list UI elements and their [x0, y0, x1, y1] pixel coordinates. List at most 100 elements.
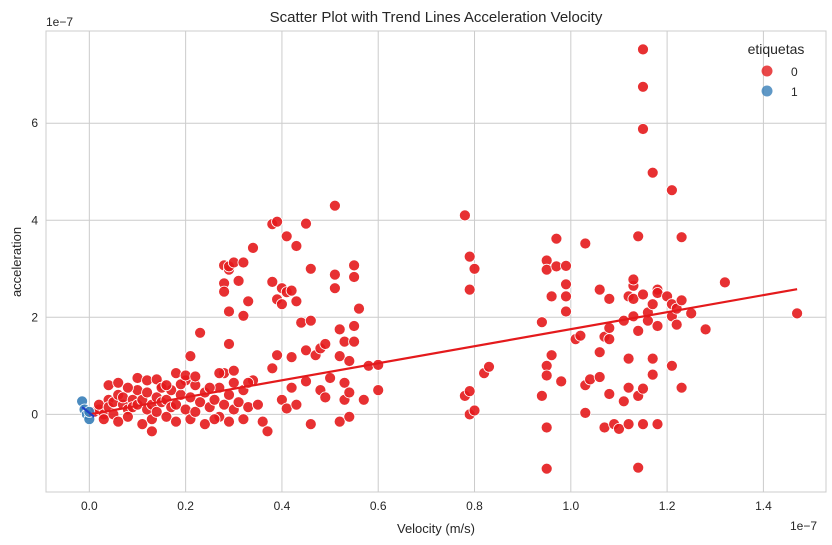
point-series-0: [560, 290, 572, 303]
point-series-0: [237, 413, 250, 426]
point-series-0: [290, 398, 303, 411]
point-series-0: [627, 310, 640, 323]
point-series-0: [160, 410, 173, 423]
x-tick-label: 1.4: [755, 499, 772, 513]
chart-title: Scatter Plot with Trend Lines Accelerati…: [270, 9, 603, 26]
point-series-0: [208, 393, 221, 406]
y-tick-label: 2: [31, 310, 38, 324]
point-series-0: [536, 316, 548, 329]
point-series-0: [468, 262, 481, 275]
point-series-0: [131, 384, 144, 397]
point-series-0: [637, 382, 649, 395]
point-series-0: [136, 418, 149, 431]
point-series-0: [632, 324, 645, 337]
point-series-0: [545, 349, 558, 362]
point-series-0: [179, 369, 192, 382]
x-tick-label: 0.6: [370, 499, 387, 513]
legend-label-0: 0: [791, 65, 798, 79]
x-tick-label: 1.2: [659, 499, 676, 513]
point-series-0: [560, 278, 572, 291]
point-series-0: [247, 241, 259, 254]
point-series-0: [613, 422, 625, 435]
point-series-0: [670, 318, 683, 331]
point-series-0: [617, 395, 630, 408]
y-tick-label: 0: [31, 407, 38, 421]
point-series-0: [266, 275, 279, 288]
point-series-0: [319, 338, 332, 350]
point-series-0: [550, 232, 563, 245]
point-series-0: [242, 295, 255, 308]
point-series-0: [483, 360, 495, 373]
x-tick-label: 0.2: [177, 499, 194, 513]
legend: etiquetas 0 1: [748, 41, 805, 99]
point-series-0: [627, 292, 640, 305]
point-series-0: [646, 368, 659, 381]
point-series-0: [319, 391, 332, 404]
point-series-0: [348, 335, 361, 348]
point-series-0: [194, 396, 207, 409]
legend-label-1: 1: [791, 85, 798, 99]
point-series-0: [275, 298, 288, 311]
point-series-0: [194, 326, 207, 339]
point-series-0: [646, 298, 659, 311]
point-series-0: [261, 425, 274, 438]
point-series-0: [300, 344, 312, 357]
legend-title: etiquetas: [748, 41, 805, 57]
point-series-0: [179, 403, 192, 416]
legend-marker-1: [761, 85, 773, 97]
point-series-0: [218, 398, 231, 411]
point-series-0: [304, 418, 317, 431]
x-tick-label: 0.4: [274, 499, 291, 513]
point-series-0: [343, 386, 356, 399]
point-series-0: [353, 302, 365, 315]
point-series-0: [198, 418, 211, 431]
point-series-0: [97, 413, 110, 426]
point-series-0: [622, 418, 635, 431]
point-series-0: [540, 369, 553, 382]
point-series-0: [251, 398, 264, 411]
point-series-0: [304, 262, 317, 275]
point-series-0: [348, 320, 361, 332]
point-series-0: [150, 405, 163, 418]
point-series-0: [131, 372, 144, 384]
point-series-0: [117, 391, 129, 404]
point-series-0: [579, 237, 592, 250]
point-series-0: [632, 461, 645, 474]
point-series-0: [227, 364, 240, 377]
point-series-0: [791, 307, 803, 320]
grid-lines: [46, 31, 826, 492]
point-series-0: [675, 231, 688, 244]
point-series-0: [102, 379, 115, 392]
point-series-0: [343, 355, 356, 367]
point-series-0: [603, 292, 616, 305]
point-series-0: [651, 320, 664, 332]
y-axis-label: acceleration: [9, 227, 24, 297]
point-series-0: [160, 379, 173, 392]
trend-line-0: [89, 288, 798, 416]
point-series-0: [184, 350, 197, 363]
point-series-0: [256, 415, 269, 428]
point-series-0: [237, 309, 250, 322]
point-series-0: [285, 381, 298, 394]
point-series-0: [290, 295, 303, 308]
point-series-0: [295, 316, 308, 329]
point-series-0: [232, 274, 245, 287]
point-series-0: [637, 80, 649, 93]
point-series-0: [280, 230, 293, 243]
point-series-0: [112, 415, 125, 428]
point-series-0: [666, 359, 678, 372]
point-series-0: [622, 352, 635, 365]
point-series-0: [545, 290, 558, 303]
point-series-0: [290, 240, 303, 252]
trend-lines: [81, 288, 798, 418]
point-series-0: [719, 276, 731, 289]
trend-line-1: [81, 406, 95, 418]
point-series-0: [232, 396, 245, 409]
point-series-0: [333, 350, 346, 363]
point-series-0: [208, 413, 221, 426]
point-series-0: [372, 384, 385, 397]
point-series-0: [463, 385, 476, 398]
legend-marker-0: [761, 65, 773, 77]
point-series-0: [285, 351, 298, 364]
